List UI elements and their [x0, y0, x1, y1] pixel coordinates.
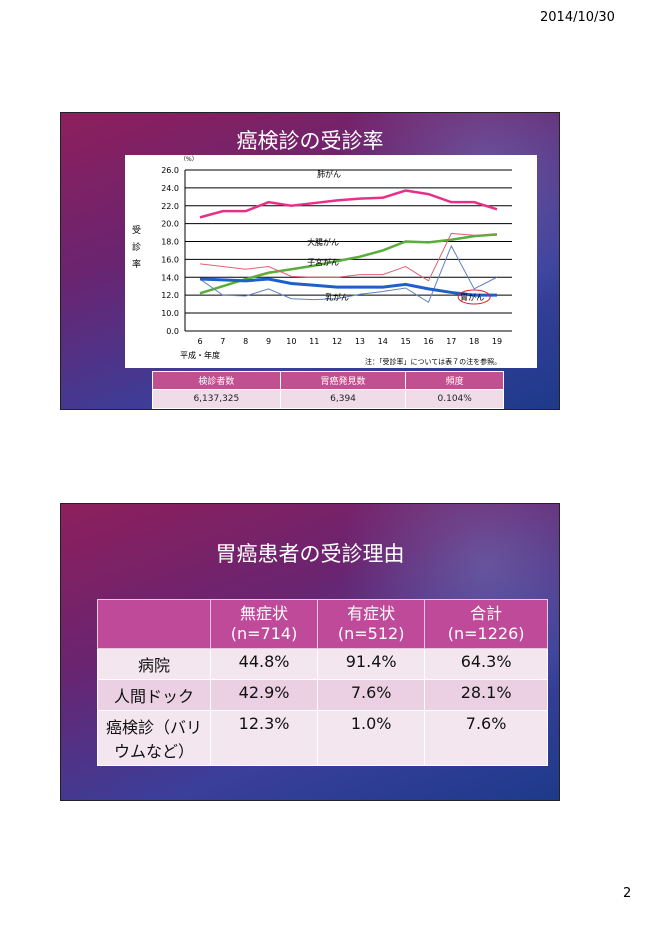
cell: 12.3%	[209, 710, 319, 766]
y-tick-label: 10.0	[161, 309, 179, 318]
y-tick-label: 0.0	[166, 327, 179, 336]
header-cell: 検診者数	[152, 371, 281, 390]
x-tick-label: 15	[401, 337, 411, 346]
x-tick-label: 6	[197, 337, 202, 346]
x-label: 平成・年度	[180, 350, 220, 360]
x-tick-label: 10	[286, 337, 296, 346]
x-tick-label: 14	[378, 337, 388, 346]
y-tick-label: 26.0	[161, 166, 179, 175]
series-line	[199, 233, 498, 295]
cell: 0.104%	[405, 389, 504, 409]
x-tick-label: 8	[243, 337, 248, 346]
series-line	[199, 277, 497, 297]
header-cell: 無症状 (n=714)	[209, 599, 319, 649]
slide: 胃癌患者の受診理由 無症状 (n=714) 有症状 (n=512) 合計 (n=12…	[60, 503, 560, 801]
series-label: 乳がん	[325, 292, 349, 302]
cell: 1.0%	[317, 710, 426, 766]
row: 病院 44.8% 91.4% 64.3%	[97, 648, 548, 680]
x-tick-label: 16	[423, 337, 433, 346]
series-label: 子宮がん	[307, 257, 339, 267]
x-tick-label: 11	[309, 337, 319, 346]
series-label: 胃がん	[460, 292, 484, 302]
y-tick-label: 12.0	[161, 291, 179, 300]
cell: 癌検診（バリウムなど）	[97, 710, 211, 766]
cell: 44.8%	[209, 648, 319, 680]
cell: 病院	[97, 648, 211, 680]
slide-title: 癌検診の受診率	[236, 129, 384, 153]
y-unit: （%）	[180, 156, 198, 163]
row: 人間ドック 42.9% 7.6% 28.1%	[97, 679, 548, 711]
header-cell	[97, 599, 211, 649]
y-tick-label: 14.0	[161, 273, 179, 282]
slide-title: 胃癌患者の受診理由	[215, 542, 405, 566]
chart: （%） 受診率 平成・年度 注：「受診率」については表７の注を参照。 0.0 10…	[125, 155, 537, 368]
y-tick-label: 20.0	[161, 220, 179, 229]
header-cell: 合計 (n=1226)	[424, 599, 548, 649]
label-circle	[457, 289, 491, 305]
x-tick-label: 7	[220, 337, 225, 346]
y-tick-label: 16.0	[161, 255, 179, 264]
cell: 7.6%	[317, 679, 426, 711]
cell: 28.1%	[424, 679, 548, 711]
note: 注：「受診率」については表７の注を参照。	[365, 357, 501, 366]
slide: 癌検診の受診率 （%） 受診率 平成・年度 注：「受診率」については表７の注を参…	[60, 112, 560, 410]
page-number: 2	[623, 886, 632, 901]
header-cell: 有症状 (n=512)	[317, 599, 426, 649]
cell: 42.9%	[209, 679, 319, 711]
cell: 6,137,325	[152, 389, 281, 409]
x-tick-label: 19	[492, 337, 502, 346]
x-tick-label: 12	[332, 337, 342, 346]
cell: 人間ドック	[97, 679, 211, 711]
series-line	[199, 232, 497, 282]
row: 癌検診（バリウムなど） 12.3% 1.0% 7.6%	[97, 710, 548, 766]
y-label: 受診率	[130, 224, 141, 276]
x-tick-label: 13	[355, 337, 365, 346]
series-line	[199, 244, 498, 304]
cell: 64.3%	[424, 648, 548, 680]
header-cell: 胃癌発見数	[279, 371, 407, 390]
y-tick-label: 24.0	[161, 184, 179, 193]
series-line	[199, 189, 498, 219]
series-label: 大腸がん	[307, 237, 339, 247]
cell: 6,394	[279, 389, 407, 409]
cell: 7.6%	[424, 710, 548, 766]
header-row: 無症状 (n=714) 有症状 (n=512) 合計 (n=1226)	[97, 599, 548, 649]
x-tick-label: 17	[446, 337, 456, 346]
reason-table: 無症状 (n=714) 有症状 (n=512) 合計 (n=1226) 病院 44.8%…	[97, 599, 548, 766]
summary-table: 検診者数 胃癌発見数 頻度 6,137,325 6,394 0.104%	[152, 371, 504, 409]
x-tick-label: 18	[469, 337, 479, 346]
y-tick-label: 18.0	[161, 238, 179, 247]
header-cell: 頻度	[405, 371, 504, 390]
date: 2014/10/30	[540, 10, 615, 25]
y-tick-label: 22.0	[161, 202, 179, 211]
x-tick-label: 9	[266, 337, 271, 346]
series-label: 肺がん	[317, 169, 341, 179]
cell: 91.4%	[317, 648, 426, 680]
